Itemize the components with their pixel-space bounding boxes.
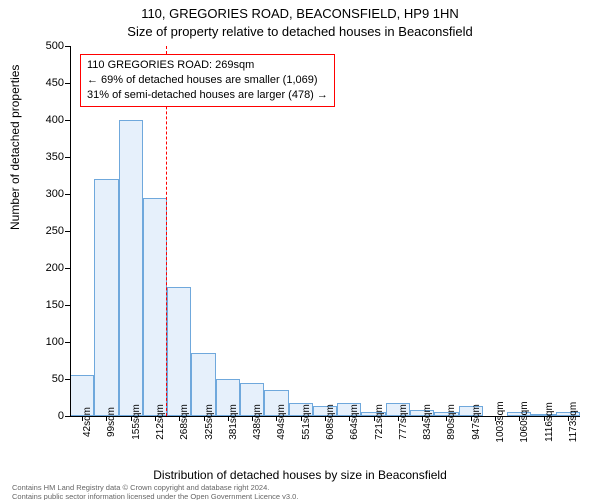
histogram-bar xyxy=(119,120,143,416)
x-tick-label: 664sqm xyxy=(349,404,360,440)
x-tick-label: 438sqm xyxy=(252,404,263,440)
y-axis-label: Number of detached properties xyxy=(8,65,22,230)
y-tick-mark xyxy=(65,120,70,121)
x-tick-label: 721sqm xyxy=(374,404,385,440)
y-tick-mark xyxy=(65,194,70,195)
y-tick-label: 300 xyxy=(24,188,64,200)
y-tick-label: 200 xyxy=(24,262,64,274)
x-tick-label: 494sqm xyxy=(276,404,287,440)
histogram-bar xyxy=(94,179,118,416)
x-tick-label: 1116sqm xyxy=(544,402,555,442)
y-tick-label: 50 xyxy=(24,373,64,385)
x-tick-label: 890sqm xyxy=(446,404,457,440)
histogram-bar xyxy=(143,198,167,416)
chart-title-line2: Size of property relative to detached ho… xyxy=(0,24,600,39)
y-tick-mark xyxy=(65,83,70,84)
x-tick-label: 212sqm xyxy=(155,404,166,440)
y-tick-label: 500 xyxy=(24,40,64,52)
y-tick-mark xyxy=(65,46,70,47)
y-tick-label: 0 xyxy=(24,410,64,422)
y-tick-label: 250 xyxy=(24,225,64,237)
chart-container: 110, GREGORIES ROAD, BEACONSFIELD, HP9 1… xyxy=(0,0,600,500)
x-tick-label: 947sqm xyxy=(471,404,482,440)
x-tick-label: 551sqm xyxy=(301,404,312,440)
x-tick-label: 1060sqm xyxy=(519,401,530,442)
x-tick-label: 1173sqm xyxy=(568,402,579,442)
annotation-box: 110 GREGORIES ROAD: 269sqm← 69% of detac… xyxy=(80,54,335,107)
y-tick-label: 450 xyxy=(24,77,64,89)
x-tick-label: 42sqm xyxy=(82,407,93,437)
annotation-line: 31% of semi-detached houses are larger (… xyxy=(87,88,328,103)
y-tick-label: 100 xyxy=(24,336,64,348)
y-tick-mark xyxy=(65,379,70,380)
y-tick-mark xyxy=(65,342,70,343)
annotation-line: ← 69% of detached houses are smaller (1,… xyxy=(87,73,328,88)
y-tick-mark xyxy=(65,231,70,232)
footer-line2: Contains public sector information licen… xyxy=(12,493,298,500)
x-tick-label: 777sqm xyxy=(398,404,409,440)
y-tick-mark xyxy=(65,305,70,306)
histogram-bar xyxy=(167,287,191,417)
y-tick-label: 150 xyxy=(24,299,64,311)
x-tick-label: 834sqm xyxy=(422,404,433,440)
x-tick-label: 1003sqm xyxy=(495,401,506,442)
x-tick-label: 268sqm xyxy=(179,404,190,440)
x-tick-label: 381sqm xyxy=(228,404,239,440)
x-tick-label: 608sqm xyxy=(325,404,336,440)
x-tick-label: 325sqm xyxy=(204,404,215,440)
y-tick-mark xyxy=(65,268,70,269)
chart-title-line1: 110, GREGORIES ROAD, BEACONSFIELD, HP9 1… xyxy=(0,6,600,21)
footer-attribution: Contains HM Land Registry data © Crown c… xyxy=(12,484,298,500)
y-tick-label: 400 xyxy=(24,114,64,126)
x-axis-label: Distribution of detached houses by size … xyxy=(0,468,600,482)
x-tick-label: 99sqm xyxy=(106,407,117,437)
y-tick-mark xyxy=(65,416,70,417)
x-tick-label: 155sqm xyxy=(131,404,142,440)
plot-area: 110 GREGORIES ROAD: 269sqm← 69% of detac… xyxy=(70,46,580,416)
y-axis-line xyxy=(70,46,71,416)
annotation-line: 110 GREGORIES ROAD: 269sqm xyxy=(87,58,328,73)
y-tick-label: 350 xyxy=(24,151,64,163)
y-tick-mark xyxy=(65,157,70,158)
